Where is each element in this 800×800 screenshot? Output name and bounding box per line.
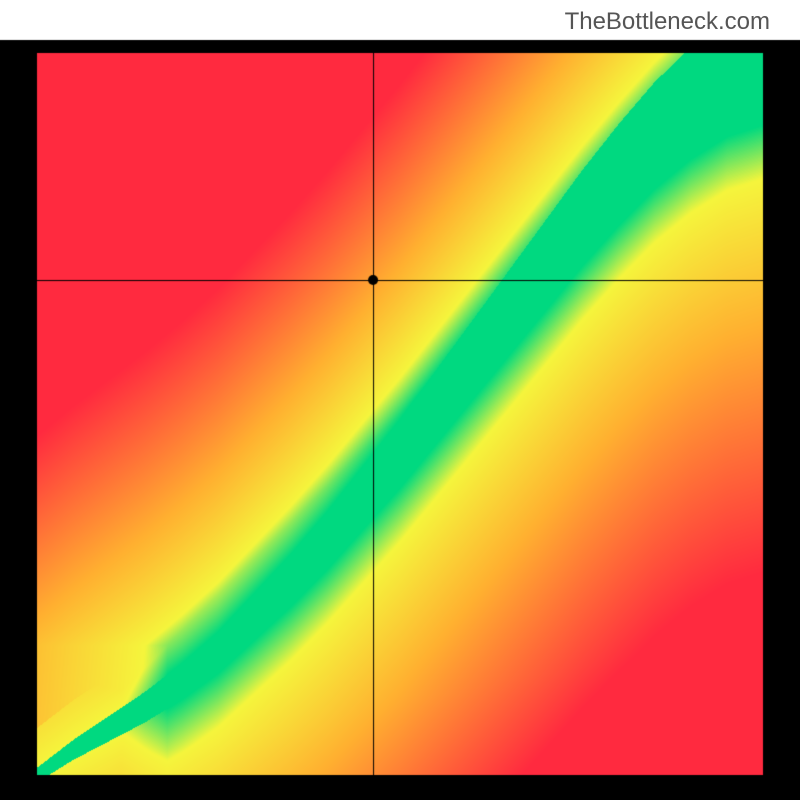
watermark-text: TheBottleneck.com <box>565 8 770 36</box>
heatmap-canvas <box>0 0 800 800</box>
chart-container: TheBottleneck.com <box>0 0 800 800</box>
